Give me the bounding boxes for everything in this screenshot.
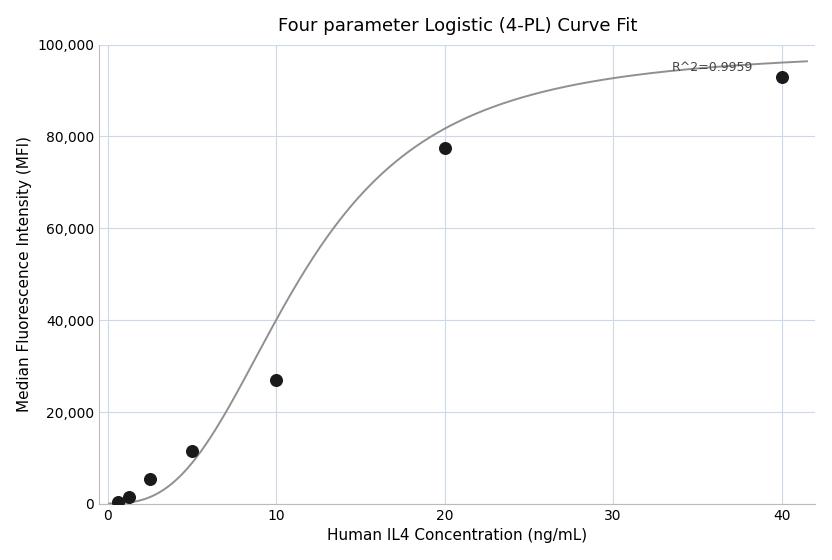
Point — [775, 72, 788, 81]
Title: Four parameter Logistic (4-PL) Curve Fit: Four parameter Logistic (4-PL) Curve Fit — [278, 17, 636, 35]
Point — [438, 143, 451, 152]
Point — [111, 497, 125, 506]
X-axis label: Human IL4 Concentration (ng/mL): Human IL4 Concentration (ng/mL) — [327, 528, 587, 543]
Point — [185, 447, 198, 456]
Text: R^2=0.9959: R^2=0.9959 — [672, 60, 754, 73]
Point — [143, 474, 156, 483]
Y-axis label: Median Fluorescence Intensity (MFI): Median Fluorescence Intensity (MFI) — [17, 136, 32, 412]
Point — [270, 375, 283, 384]
Point — [122, 493, 136, 502]
